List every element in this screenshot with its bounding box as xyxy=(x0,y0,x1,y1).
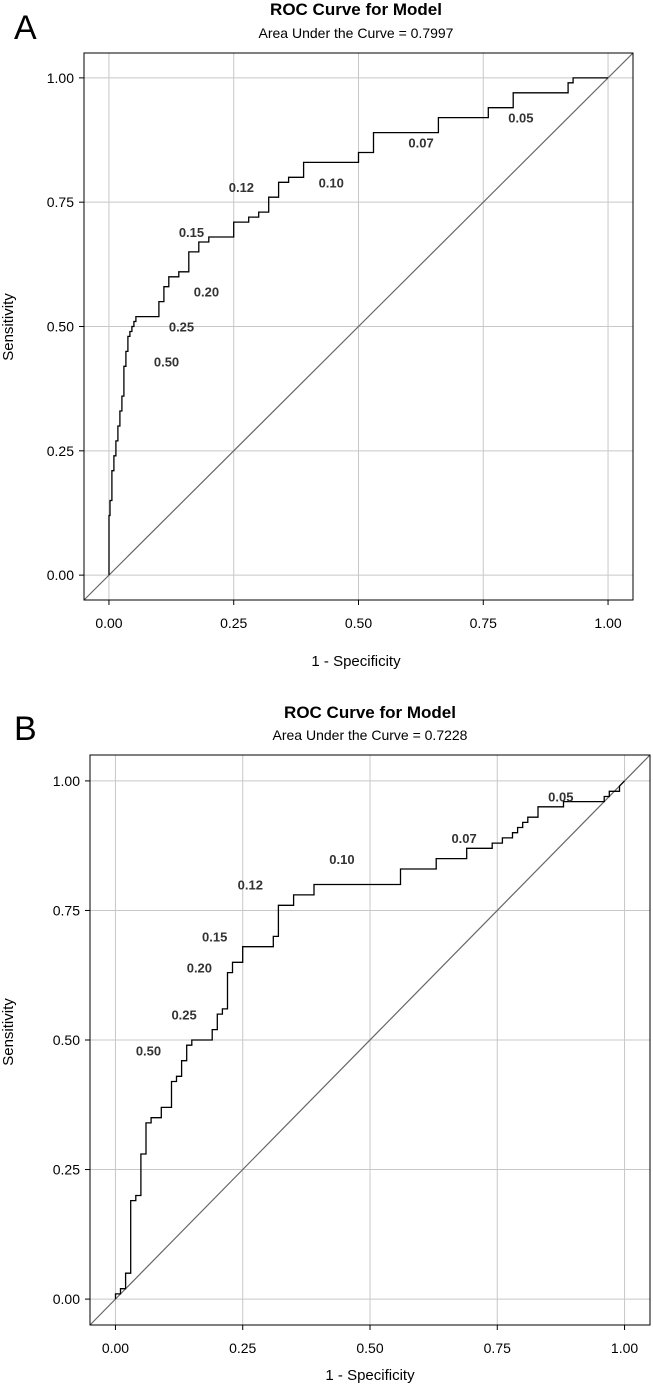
threshold-label: 0.12 xyxy=(238,878,263,893)
diagonal-reference-line xyxy=(89,754,651,1326)
threshold-label: 0.05 xyxy=(508,111,533,126)
threshold-label: 0.15 xyxy=(179,225,204,240)
chart-panel-b: B ROC Curve for Model Area Under the Cur… xyxy=(0,700,653,1390)
y-tick-label: 0.25 xyxy=(47,443,74,459)
x-tick-label: 0.00 xyxy=(95,615,122,631)
y-tick-label: 0.50 xyxy=(47,319,74,335)
roc-curve-line xyxy=(108,77,608,576)
threshold-label: 0.07 xyxy=(408,135,433,150)
roc-curve-line xyxy=(114,780,625,1300)
chart-title: ROC Curve for Model xyxy=(270,0,442,19)
y-tick-label: 0.75 xyxy=(53,902,80,918)
x-tick-label: 0.00 xyxy=(102,1340,129,1356)
threshold-label: 0.07 xyxy=(451,831,476,846)
chart-title: ROC Curve for Model xyxy=(284,703,456,722)
x-tick-label: 0.25 xyxy=(220,615,247,631)
roc-chart-a: A ROC Curve for Model Area Under the Cur… xyxy=(0,0,634,670)
y-tick-label: 0.25 xyxy=(53,1162,80,1178)
y-tick-label: 0.00 xyxy=(47,567,74,583)
chart-panel-a: A ROC Curve for Model Area Under the Cur… xyxy=(0,0,653,690)
y-tick-label: 0.50 xyxy=(53,1032,80,1048)
panel-label: B xyxy=(14,710,37,748)
threshold-label: 0.10 xyxy=(319,175,344,190)
x-axis-label: 1 - Specificity xyxy=(325,1367,415,1384)
x-tick-label: 0.75 xyxy=(484,1340,511,1356)
panel-label: A xyxy=(14,9,37,47)
y-tick-label: 0.00 xyxy=(53,1291,80,1307)
y-tick-label: 0.75 xyxy=(47,194,74,210)
threshold-label: 0.50 xyxy=(154,354,179,369)
threshold-label: 0.25 xyxy=(169,319,194,334)
chart-subtitle: Area Under the Curve = 0.7997 xyxy=(259,25,454,41)
x-tick-label: 0.50 xyxy=(345,615,372,631)
y-axis-label: Sensitivity xyxy=(0,293,17,361)
y-tick-label: 1.00 xyxy=(53,773,80,789)
y-tick-label: 1.00 xyxy=(47,70,74,86)
diagonal-reference-line xyxy=(83,52,634,601)
threshold-label: 0.10 xyxy=(329,852,354,867)
threshold-label: 0.12 xyxy=(229,180,254,195)
threshold-label: 0.20 xyxy=(194,285,219,300)
x-tick-label: 1.00 xyxy=(594,615,621,631)
threshold-label: 0.20 xyxy=(187,961,212,976)
threshold-label: 0.50 xyxy=(136,1044,161,1059)
chart-subtitle: Area Under the Curve = 0.7228 xyxy=(273,727,468,743)
x-tick-label: 0.50 xyxy=(356,1340,383,1356)
threshold-label: 0.15 xyxy=(202,930,227,945)
x-axis-label: 1 - Specificity xyxy=(311,653,401,670)
roc-chart-b: B ROC Curve for Model Area Under the Cur… xyxy=(0,703,651,1384)
threshold-label: 0.25 xyxy=(171,1007,196,1022)
x-tick-label: 0.25 xyxy=(229,1340,256,1356)
threshold-label: 0.05 xyxy=(548,790,573,805)
x-tick-label: 0.75 xyxy=(470,615,497,631)
y-axis-label: Sensitivity xyxy=(0,998,17,1066)
x-tick-label: 1.00 xyxy=(611,1340,638,1356)
